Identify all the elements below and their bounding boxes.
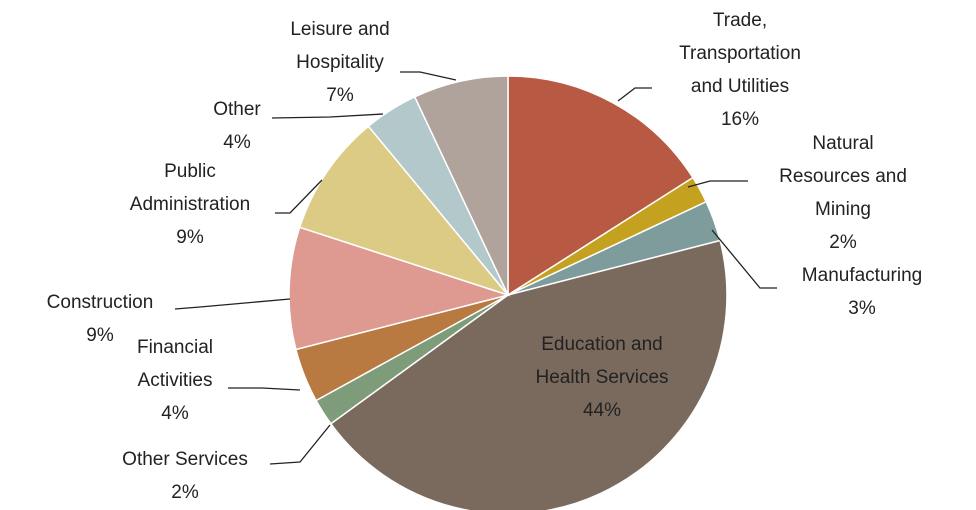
value-label: 4%	[161, 403, 189, 424]
leader-line	[271, 113, 384, 119]
leader-line	[687, 180, 748, 188]
slice-label: Other 4%	[192, 93, 282, 159]
pie-slice	[413, 75, 509, 296]
slice-label: Public Administration 9%	[115, 155, 265, 254]
slice-label: Trade, Transportation and Utilities 16%	[665, 4, 815, 136]
value-label: 7%	[326, 85, 354, 106]
category-name: Construction	[46, 292, 154, 313]
value-label: 3%	[848, 298, 876, 319]
category-name: Public Administration	[129, 161, 251, 215]
leader-line	[400, 71, 457, 81]
value-label: 16%	[720, 109, 760, 130]
value-label: 9%	[86, 325, 114, 346]
category-name: Other Services	[122, 449, 248, 470]
slice-label: Education and Health Services 44%	[512, 328, 692, 427]
pie-slice	[507, 75, 694, 297]
slice-label: Leisure and Hospitality 7%	[270, 13, 410, 112]
leader-line	[617, 87, 652, 102]
value-label: 2%	[829, 232, 857, 253]
value-label: 4%	[223, 132, 251, 153]
category-name: Trade, Transportation and Utilities	[679, 10, 801, 97]
pie-slice	[329, 239, 728, 510]
slice-label: Natural Resources and Mining 2%	[773, 127, 913, 259]
value-label: 2%	[171, 482, 199, 503]
pie-slice	[288, 226, 511, 351]
leader-line	[275, 179, 323, 214]
slice-label: Construction 9%	[20, 286, 180, 352]
category-name: Education and Health Services	[535, 334, 669, 388]
category-name: Natural Resources and Mining	[779, 133, 907, 220]
leader-line	[269, 424, 331, 465]
slice-label: Manufacturing 3%	[772, 259, 952, 325]
leader-line	[711, 229, 777, 289]
leader-line	[174, 298, 291, 310]
category-name: Other	[213, 99, 261, 120]
value-label: 9%	[176, 227, 204, 248]
category-name: Manufacturing	[801, 265, 923, 286]
category-name: Leisure and Hospitality	[290, 19, 390, 73]
slice-label: Other Services 2%	[90, 443, 280, 509]
leader-line	[228, 387, 301, 391]
pie-slice	[298, 125, 511, 297]
slice-label: Financial Activities 4%	[115, 331, 235, 430]
value-label: 44%	[582, 400, 622, 421]
category-name: Financial Activities	[136, 337, 214, 391]
